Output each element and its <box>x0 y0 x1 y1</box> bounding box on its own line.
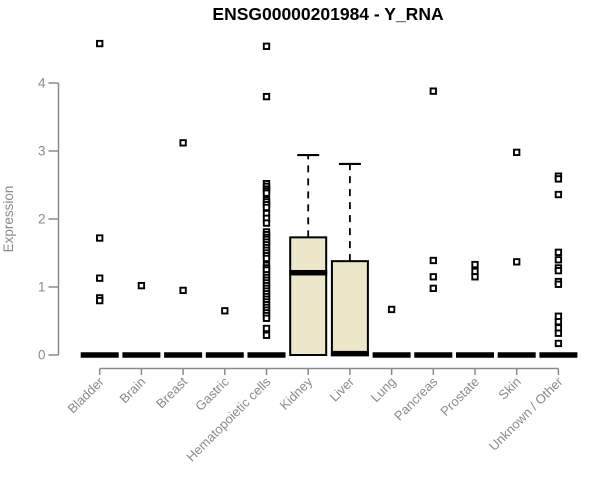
median-unknown-other <box>539 352 578 358</box>
x-tick-label-lung: Lung <box>368 374 399 405</box>
outlier-point-hematopoietic-cells <box>262 219 271 227</box>
median-lung <box>372 352 411 358</box>
outlier-point-skin <box>513 258 521 266</box>
median-gastric <box>205 352 244 358</box>
outlier-point-unknown-other <box>554 318 563 326</box>
outlier-point-bladder <box>96 296 104 305</box>
outlier-point-pancreas <box>429 256 437 265</box>
x-tick-label-gastric: Gastric <box>192 374 232 414</box>
outlier-point-bladder <box>96 234 104 242</box>
y-tick-label-3: 3 <box>38 144 46 159</box>
x-tick-label-skin: Skin <box>495 374 523 402</box>
outlier-point-unknown-other <box>554 175 563 183</box>
y-tick-label-0: 0 <box>38 348 46 363</box>
median-kidney <box>289 269 328 276</box>
median-brain <box>122 352 161 358</box>
outlier-point-pancreas <box>429 284 437 293</box>
outlier-point-pancreas <box>429 87 437 95</box>
median-prostate <box>456 352 494 358</box>
y-tick-label-1: 1 <box>38 280 46 295</box>
outlier-point-unknown-other <box>554 267 563 275</box>
outlier-point-hematopoietic-cells <box>262 324 271 333</box>
x-tick-label-breast: Breast <box>153 374 190 411</box>
outlier-point-prostate <box>471 260 479 269</box>
x-tick-label-bladder: Bladder <box>65 374 108 417</box>
median-skin <box>497 352 536 358</box>
outlier-point-prostate <box>471 273 479 281</box>
outlier-point-brain <box>137 281 146 290</box>
outlier-point-unknown-other <box>554 190 563 199</box>
y-tick-label-2: 2 <box>38 212 46 227</box>
outlier-point-hematopoietic-cells <box>262 203 271 212</box>
outlier-point-hematopoietic-cells <box>262 314 271 322</box>
outlier-point-breast <box>179 139 187 147</box>
x-tick-label-pancreas: Pancreas <box>391 374 441 424</box>
outlier-point-hematopoietic-cells <box>262 331 271 339</box>
x-tick-label-kidney: Kidney <box>277 374 316 413</box>
outlier-point-hematopoietic-cells <box>262 189 271 197</box>
chart-title: ENSG00000201984 - Y_RNA <box>212 4 444 24</box>
outlier-point-unknown-other <box>554 329 563 337</box>
outlier-point-unknown-other <box>554 248 563 256</box>
outlier-point-pancreas <box>429 273 437 281</box>
x-tick-label-prostate: Prostate <box>437 374 482 419</box>
outlier-point-bladder <box>96 39 104 48</box>
y-axis-label: Expression <box>1 186 16 253</box>
median-liver <box>330 350 369 357</box>
x-tick-label-unknown-other: Unknown / Other <box>486 374 566 454</box>
box-liver <box>330 260 369 356</box>
median-bladder <box>80 352 119 358</box>
outlier-point-hematopoietic-cells <box>262 42 271 50</box>
outlier-point-unknown-other <box>554 280 563 288</box>
outlier-point-breast <box>179 286 187 295</box>
median-pancreas <box>414 352 453 358</box>
y-tick-label-4: 4 <box>38 76 46 91</box>
x-tick-label-liver: Liver <box>326 374 357 405</box>
median-hematopoietic-cells <box>247 352 286 358</box>
outlier-point-gastric <box>221 307 229 315</box>
outlier-point-unknown-other <box>554 256 563 264</box>
box-kidney <box>289 236 328 356</box>
outlier-point-hematopoietic-cells <box>262 92 271 101</box>
x-tick-label-brain: Brain <box>116 374 148 406</box>
outlier-point-unknown-other <box>554 339 563 348</box>
outlier-point-bladder <box>96 274 104 282</box>
outlier-point-hematopoietic-cells <box>262 254 271 263</box>
median-breast <box>164 352 203 358</box>
outlier-point-skin <box>513 148 521 157</box>
outlier-point-lung <box>387 305 396 314</box>
